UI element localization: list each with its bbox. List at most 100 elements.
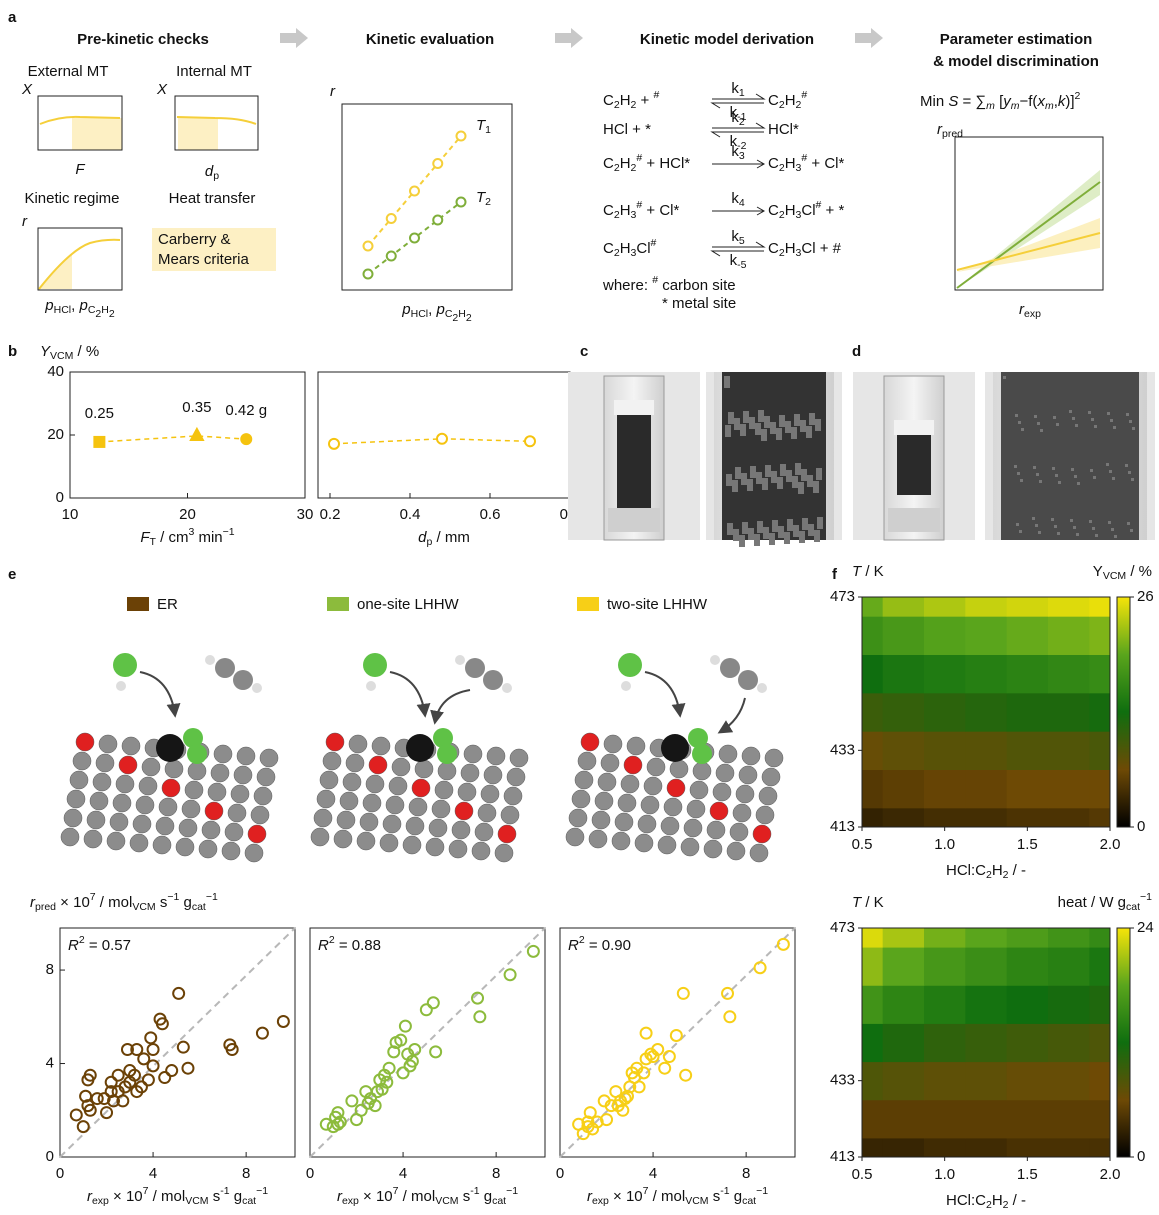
annotation: R2 = 0.57 — [68, 934, 131, 954]
grain — [1112, 477, 1115, 480]
reaction-arrow — [644, 671, 686, 718]
text-run: -1 — [470, 1185, 479, 1197]
text-run: F — [140, 529, 150, 546]
point — [662, 1050, 676, 1064]
atom — [720, 658, 740, 678]
text-run: Min — [920, 93, 948, 110]
heading: Pre-kinetic checks — [77, 31, 209, 48]
label: External MT — [28, 63, 109, 80]
text-run: −1 — [223, 526, 235, 538]
atom — [366, 681, 376, 691]
text-run: # — [801, 89, 807, 101]
text-run: k — [730, 104, 738, 121]
grain — [1034, 415, 1037, 418]
heat-cell — [882, 928, 925, 948]
atom — [213, 744, 233, 764]
atom — [247, 824, 267, 844]
atom — [405, 816, 425, 836]
text-run: s — [156, 894, 168, 911]
atom — [362, 793, 382, 813]
text-run: 2 — [631, 99, 637, 111]
equation-rhs: HCl* — [768, 121, 799, 138]
point — [753, 961, 767, 975]
grain — [758, 410, 764, 422]
point — [137, 1052, 151, 1066]
band — [957, 218, 1100, 272]
colorbar — [1116, 596, 1131, 828]
x-axis-label: HCl:C2H2 / - — [946, 1192, 1026, 1211]
text-run: 2 — [779, 247, 785, 259]
text-run: 3 — [631, 209, 637, 221]
point — [396, 1066, 410, 1080]
text-run: k — [731, 80, 739, 97]
heat-cell — [862, 1023, 884, 1063]
grain — [747, 479, 753, 491]
point — [385, 250, 397, 262]
atom — [732, 803, 752, 823]
atom — [457, 782, 477, 802]
point — [405, 1054, 419, 1068]
heat-cell — [882, 1099, 925, 1139]
x-axis-label: HCl:C2H2 / - — [946, 862, 1026, 881]
text-run: −1 — [1140, 891, 1152, 903]
heat-cell — [1048, 928, 1090, 948]
text-run: HCl — [411, 308, 429, 320]
text-run: m — [1045, 100, 1054, 112]
text-run: × 10 — [56, 894, 90, 911]
point — [155, 1017, 169, 1031]
label: Heat transfer — [169, 190, 256, 207]
text-run: 7 — [393, 1185, 399, 1197]
atom — [221, 841, 241, 861]
point — [723, 1010, 737, 1024]
atom — [692, 761, 712, 781]
text-run: 4 — [739, 197, 745, 209]
text-run: p — [435, 301, 444, 318]
text-run: pred — [942, 128, 963, 140]
text-run: k — [731, 143, 739, 160]
text-run: T — [852, 894, 863, 911]
text-run: m — [986, 100, 995, 112]
text-run: k — [730, 252, 738, 269]
atom — [152, 835, 172, 855]
label: Carberry & — [158, 231, 231, 248]
text-run: 2 — [1003, 869, 1009, 881]
label: rexp — [1019, 301, 1041, 320]
text-run: T — [852, 563, 863, 580]
grain — [1076, 533, 1079, 536]
text-run: , — [1054, 93, 1058, 110]
atom — [474, 822, 494, 842]
text-run: C — [768, 92, 779, 109]
atom — [379, 833, 399, 853]
rate-constant: k3 — [731, 143, 745, 162]
text-run: k — [731, 190, 739, 207]
grain — [1003, 376, 1006, 379]
atom — [660, 816, 680, 836]
text-run: 7 — [90, 891, 96, 903]
text-run: r — [30, 894, 36, 911]
x-tick-label: 4 — [649, 1165, 657, 1182]
text-run: cat — [492, 1195, 506, 1207]
text-run: + HCl* — [642, 155, 690, 172]
atom — [709, 801, 729, 821]
heat-cell — [924, 928, 966, 948]
atom — [465, 658, 485, 678]
atom — [132, 814, 152, 834]
text-run: k — [730, 133, 738, 150]
heat-cell — [965, 928, 1008, 948]
grain — [795, 463, 801, 475]
heat-cell — [1006, 769, 1049, 809]
atom — [316, 789, 336, 809]
point — [382, 1061, 396, 1075]
text-run: 1 — [485, 124, 491, 136]
curve — [39, 115, 121, 125]
atom — [181, 799, 201, 819]
text-run: min — [194, 529, 222, 546]
colorbar-tick-label: 26 — [1137, 588, 1154, 605]
text-run: 7 — [643, 1185, 649, 1197]
y-tick-label: 0 — [46, 1148, 54, 1165]
atom — [757, 683, 767, 693]
text-run: 2 — [614, 247, 620, 259]
text-run: p — [78, 297, 87, 314]
point — [676, 986, 690, 1000]
atom — [388, 776, 408, 796]
